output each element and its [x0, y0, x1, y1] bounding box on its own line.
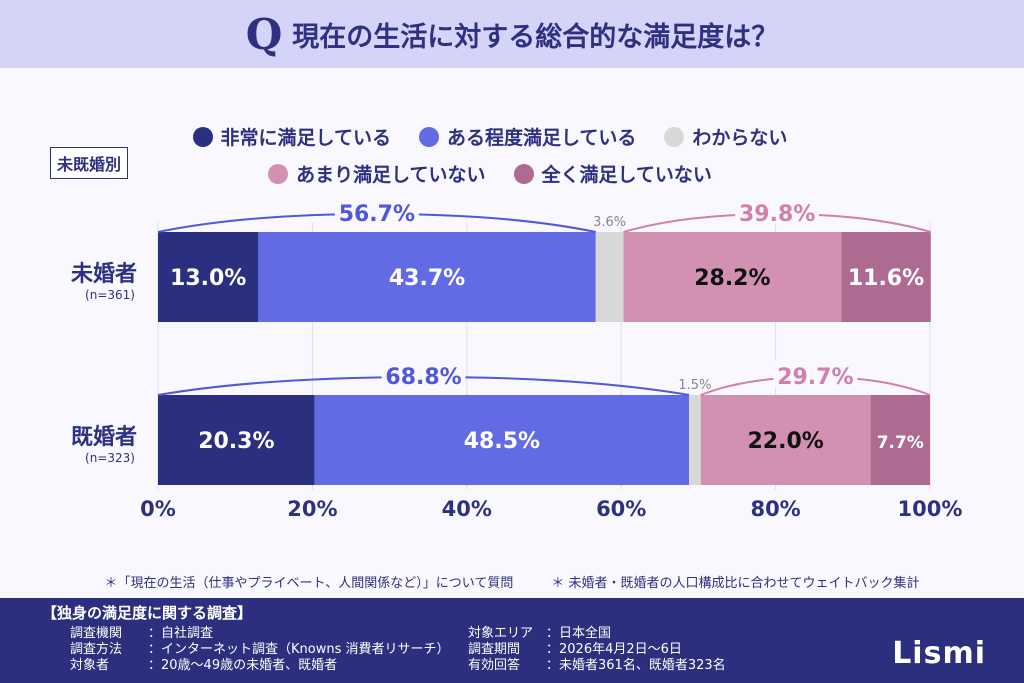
x-tick-label: 20% [287, 497, 337, 521]
negative-label-bg [735, 198, 820, 224]
category-label: 既婚者 [71, 424, 137, 450]
data-label: 13.0% [170, 266, 246, 291]
page-title: 現在の生活に対する総合的な満足度は？ [292, 21, 779, 53]
legend-item: わからない [664, 123, 787, 150]
negative-total: 39.8% [739, 202, 815, 227]
x-tick-label: 40% [442, 497, 492, 521]
bar-segment [595, 232, 624, 322]
positive-total: 56.7% [339, 202, 415, 227]
note: ＊「現在の生活（仕事やプライベート、人間関係など）」について質問 [104, 576, 514, 591]
data-label: 11.6% [848, 266, 924, 291]
category-n: (n=361) [85, 288, 135, 302]
lismi-logo: Lismi [892, 636, 986, 671]
note: ＊ 未婚者・既婚者の人口構成比に合わせてウェイトバック集計 [551, 576, 920, 591]
data-label: 1.5% [678, 378, 711, 393]
negative-total: 29.7% [777, 365, 853, 390]
x-tick-label: 0% [140, 497, 176, 521]
data-label: 43.7% [389, 266, 465, 291]
header: Q 現在の生活に対する総合的な満足度は？ [0, 0, 1024, 68]
x-tick-label: 80% [750, 497, 800, 521]
footer: 【独身の満足度に関する調査】 調査機関 ：自社調査 調査方法 ：インターネット調査（… [0, 598, 1024, 683]
bar-segment [841, 232, 931, 322]
bar-segment [158, 395, 315, 485]
bar-segment [158, 232, 259, 322]
data-label: 22.0% [747, 429, 823, 454]
bar-segment [258, 232, 596, 322]
legend-item: あまり満足していない [268, 160, 486, 187]
survey-title: 【独身の満足度に関する調査】 [42, 604, 253, 622]
bar-segment [689, 395, 701, 485]
q-logo: Q [245, 9, 283, 59]
notes: ＊「現在の生活（仕事やプライベート、人間関係など）」について質問 ＊ 未婚者・既… [0, 572, 1024, 591]
x-tick-label: 100% [898, 497, 963, 521]
data-label: 20.3% [198, 429, 274, 454]
bar-segment [314, 395, 690, 485]
survey-info-right: 対象エリア ：日本全国 調査期間 ：2026年4月2日～6日 有効回答 ：未婚者361… [468, 626, 726, 673]
legend-item: 非常に満足している [192, 123, 391, 150]
legend-item: ある程度満足している [418, 123, 636, 150]
data-label: 7.7% [877, 433, 924, 453]
data-label: 28.2% [694, 266, 770, 291]
legend-item: 全く満足していない [513, 160, 712, 187]
positive-total: 68.8% [385, 365, 461, 390]
survey-info-left: 調査機関 ：自社調査 調査方法 ：インターネット調査（Knowns 消費者リサーチ）… [70, 626, 450, 673]
negative-label-bg [773, 361, 858, 387]
category-label: 未婚者 [71, 261, 137, 287]
x-tick-label: 60% [596, 497, 646, 521]
category-n: (n=323) [85, 451, 135, 465]
data-label: 3.6% [593, 215, 626, 230]
stacked-bar-chart: 0% 20% 40% 60% 80% 100% 13.0% 43.7% 3.6% 28.2% 11.… [70, 198, 963, 521]
positive-label-bg [381, 361, 466, 387]
legend: 非常に満足している ある程度満足している わからない あまり満足していない 全く… [170, 123, 810, 197]
bar-segment [870, 395, 930, 485]
segment-label: 未既婚別 [50, 147, 129, 179]
positive-label-bg [334, 198, 419, 224]
bar-segment [623, 232, 842, 322]
data-label: 48.5% [464, 429, 540, 454]
bar-segment [700, 395, 871, 485]
